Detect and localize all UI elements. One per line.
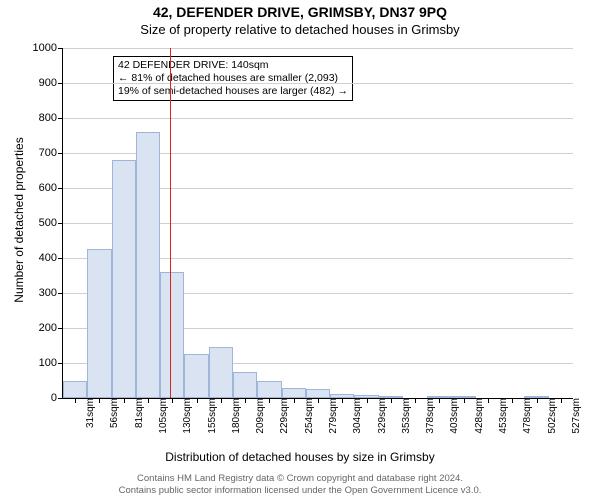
- xtick-label: 378sqm: [419, 398, 436, 434]
- xtick-label: 304sqm: [346, 398, 363, 434]
- xtick-label: 428sqm: [468, 398, 485, 434]
- x-axis-label: Distribution of detached houses by size …: [0, 450, 600, 464]
- xtick-mark: [439, 398, 440, 403]
- xtick-label: 31sqm: [79, 398, 96, 428]
- xtick-label: 229sqm: [273, 398, 290, 434]
- xtick-mark: [367, 398, 368, 403]
- annotation-line-3: 19% of semi-detached houses are larger (…: [118, 85, 348, 98]
- histogram-bar: [63, 381, 87, 399]
- xtick-mark: [464, 398, 465, 403]
- ytick-label: 400: [39, 252, 63, 264]
- annotation-line-1: 42 DEFENDER DRIVE: 140sqm: [118, 59, 348, 72]
- histogram-bar: [233, 372, 257, 398]
- gridline: [63, 83, 573, 84]
- histogram-bar: [257, 381, 281, 399]
- ytick-label: 1000: [33, 42, 63, 54]
- xtick-label: 155sqm: [201, 398, 218, 434]
- footer-attribution: Contains HM Land Registry data © Crown c…: [0, 473, 600, 496]
- annotation-box: 42 DEFENDER DRIVE: 140sqm ← 81% of detac…: [113, 56, 353, 101]
- xtick-label: 353sqm: [395, 398, 412, 434]
- histogram-bar: [136, 132, 160, 398]
- histogram-bar: [306, 389, 330, 398]
- xtick-mark: [488, 398, 489, 403]
- xtick-label: 478sqm: [516, 398, 533, 434]
- histogram-bar: [87, 249, 111, 398]
- y-axis-label: Number of detached properties: [12, 137, 26, 302]
- ytick-label: 200: [39, 322, 63, 334]
- xtick-mark: [318, 398, 319, 403]
- ytick-label: 100: [39, 357, 63, 369]
- xtick-mark: [537, 398, 538, 403]
- xtick-mark: [294, 398, 295, 403]
- xtick-mark: [172, 398, 173, 403]
- xtick-label: 254sqm: [298, 398, 315, 434]
- ytick-label: 300: [39, 287, 63, 299]
- chart-title-main: 42, DEFENDER DRIVE, GRIMSBY, DN37 9PQ: [0, 0, 600, 20]
- xtick-label: 502sqm: [541, 398, 558, 434]
- histogram-bar: [209, 347, 233, 398]
- histogram-bar: [184, 354, 208, 398]
- footer-line-2: Contains public sector information licen…: [0, 485, 600, 496]
- xtick-label: 56sqm: [103, 398, 120, 428]
- xtick-label: 209sqm: [249, 398, 266, 434]
- ytick-label: 500: [39, 217, 63, 229]
- property-marker-line: [170, 48, 171, 398]
- xtick-mark: [512, 398, 513, 403]
- chart-plot-area: 42 DEFENDER DRIVE: 140sqm ← 81% of detac…: [62, 48, 573, 399]
- ytick-label: 900: [39, 77, 63, 89]
- xtick-mark: [75, 398, 76, 403]
- ytick-label: 700: [39, 147, 63, 159]
- xtick-label: 527sqm: [565, 398, 582, 434]
- xtick-mark: [221, 398, 222, 403]
- xtick-mark: [269, 398, 270, 403]
- xtick-mark: [99, 398, 100, 403]
- xtick-mark: [415, 398, 416, 403]
- xtick-label: 130sqm: [176, 398, 193, 434]
- xtick-label: 180sqm: [225, 398, 242, 434]
- chart-title-sub: Size of property relative to detached ho…: [0, 20, 600, 37]
- xtick-label: 81sqm: [128, 398, 145, 428]
- xtick-label: 279sqm: [322, 398, 339, 434]
- xtick-label: 453sqm: [492, 398, 509, 434]
- xtick-mark: [342, 398, 343, 403]
- xtick-mark: [148, 398, 149, 403]
- xtick-mark: [561, 398, 562, 403]
- footer-line-1: Contains HM Land Registry data © Crown c…: [0, 473, 600, 484]
- xtick-mark: [124, 398, 125, 403]
- ytick-label: 600: [39, 182, 63, 194]
- xtick-label: 403sqm: [443, 398, 460, 434]
- gridline: [63, 118, 573, 119]
- xtick-mark: [391, 398, 392, 403]
- gridline: [63, 48, 573, 49]
- xtick-label: 329sqm: [371, 398, 388, 434]
- histogram-bar: [112, 160, 136, 398]
- histogram-bar: [282, 388, 306, 399]
- ytick-label: 800: [39, 112, 63, 124]
- xtick-mark: [245, 398, 246, 403]
- xtick-label: 105sqm: [152, 398, 169, 434]
- ytick-label: 0: [51, 392, 63, 404]
- xtick-mark: [197, 398, 198, 403]
- histogram-bar: [160, 272, 184, 398]
